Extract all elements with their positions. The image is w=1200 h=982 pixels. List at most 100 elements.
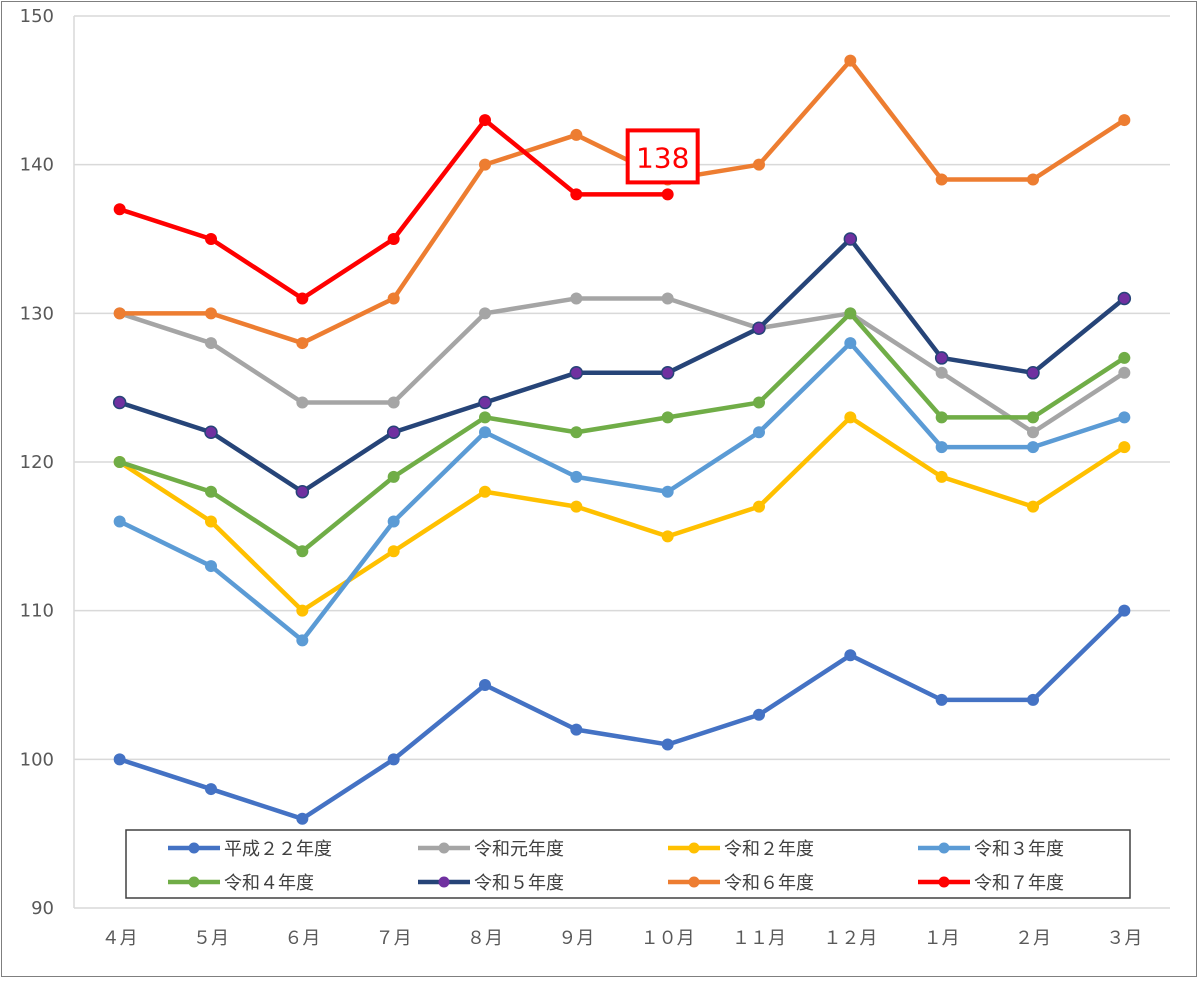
data-point (1118, 114, 1131, 127)
data-point (205, 783, 217, 796)
data-point (204, 425, 218, 440)
series-lines (112, 54, 1132, 825)
data-point (661, 411, 674, 424)
data-point (570, 723, 583, 736)
legend-label: 令和元年度 (474, 839, 564, 860)
annotation-box (625, 128, 700, 185)
data-point (1117, 291, 1132, 306)
x-tick-label: ９月 (558, 928, 594, 949)
data-point (844, 411, 857, 424)
data-point (479, 114, 491, 127)
x-tick-label: ５月 (193, 928, 229, 949)
data-point (570, 292, 583, 305)
data-point (113, 515, 126, 528)
legend-entry: 令和元年度 (418, 839, 564, 860)
y-axis-tick-labels: 90 100 110 120 130 140 150 (20, 6, 54, 919)
data-point (479, 158, 491, 171)
y-tick-label: 150 (20, 6, 54, 27)
x-tick-label: ７月 (376, 928, 412, 949)
series-line (117, 415, 1127, 613)
data-point (205, 307, 217, 320)
data-point (1027, 411, 1039, 424)
data-point (387, 396, 400, 409)
data-point (753, 158, 765, 171)
data-point (113, 456, 126, 468)
data-point (661, 738, 674, 751)
data-point (570, 188, 583, 201)
data-point (112, 395, 127, 410)
data-point (387, 233, 400, 245)
legend-label: 令和６年度 (724, 873, 814, 894)
data-point (1027, 173, 1039, 186)
legend-entry: 令和５年度 (418, 873, 564, 894)
data-point (113, 307, 126, 320)
data-point (570, 470, 583, 483)
data-point (296, 812, 309, 825)
data-point (295, 484, 310, 499)
y-tick-label: 90 (31, 898, 54, 919)
x-tick-label: ３月 (1106, 928, 1142, 949)
x-tick-label: ４月 (102, 928, 138, 949)
series-5 (113, 307, 1131, 558)
legend-entry: 平成２２年度 (168, 839, 332, 860)
series-line (117, 608, 1127, 822)
legend-swatch-marker (938, 842, 950, 854)
data-point (296, 396, 309, 409)
data-point (1027, 441, 1039, 454)
data-point (1118, 441, 1131, 454)
data-point (569, 366, 584, 380)
data-point (844, 649, 857, 662)
data-point (935, 411, 948, 424)
series-line (117, 58, 1127, 346)
data-point (205, 560, 217, 573)
legend-label: 令和５年度 (474, 873, 564, 894)
data-point (479, 411, 491, 424)
data-point (935, 366, 948, 379)
data-point (935, 693, 948, 706)
legend-entry: 令和３年度 (918, 839, 1064, 860)
series-4 (113, 337, 1131, 647)
legend-entry: 令和７年度 (918, 873, 1064, 894)
data-point (387, 545, 400, 558)
series-line (117, 311, 1127, 554)
data-point (478, 395, 492, 410)
data-point (753, 396, 765, 409)
data-point (296, 604, 309, 617)
data-point (753, 426, 765, 439)
series-8 (113, 114, 674, 305)
legend-entry: 令和６年度 (668, 873, 814, 894)
data-point (296, 545, 309, 558)
legend-entry: 令和２年度 (668, 839, 814, 860)
legend-label: 令和３年度 (974, 839, 1064, 860)
x-axis-tick-labels: ４月 ５月 ６月 ７月 ８月 ９月 １０月 １１月 １２月 １月 ２月 ３月 (102, 928, 1143, 949)
data-point (661, 530, 674, 543)
data-point (1027, 693, 1039, 706)
x-tick-label: ６月 (284, 928, 320, 949)
x-tick-label: ８月 (467, 928, 503, 949)
y-tick-label: 130 (20, 303, 54, 324)
series-6 (112, 232, 1132, 499)
legend-label: 令和７年度 (974, 873, 1064, 894)
series-1 (113, 604, 1131, 825)
data-point (113, 753, 126, 766)
legend-swatch-marker (938, 876, 950, 888)
data-point (935, 173, 948, 186)
data-point (205, 337, 217, 350)
data-point (1027, 500, 1039, 513)
y-tick-label: 100 (20, 749, 54, 770)
data-point (660, 366, 675, 380)
series-7 (113, 54, 1131, 350)
data-point (1118, 351, 1131, 364)
annotation-text: 138 (636, 141, 689, 174)
legend-swatch-marker (688, 842, 700, 854)
data-point (387, 515, 400, 528)
data-point (753, 708, 765, 721)
data-point (205, 233, 217, 245)
legend-label: 平成２２年度 (224, 839, 332, 860)
legend-swatch-marker (438, 876, 450, 888)
series-3 (113, 411, 1131, 617)
data-point (844, 307, 857, 320)
